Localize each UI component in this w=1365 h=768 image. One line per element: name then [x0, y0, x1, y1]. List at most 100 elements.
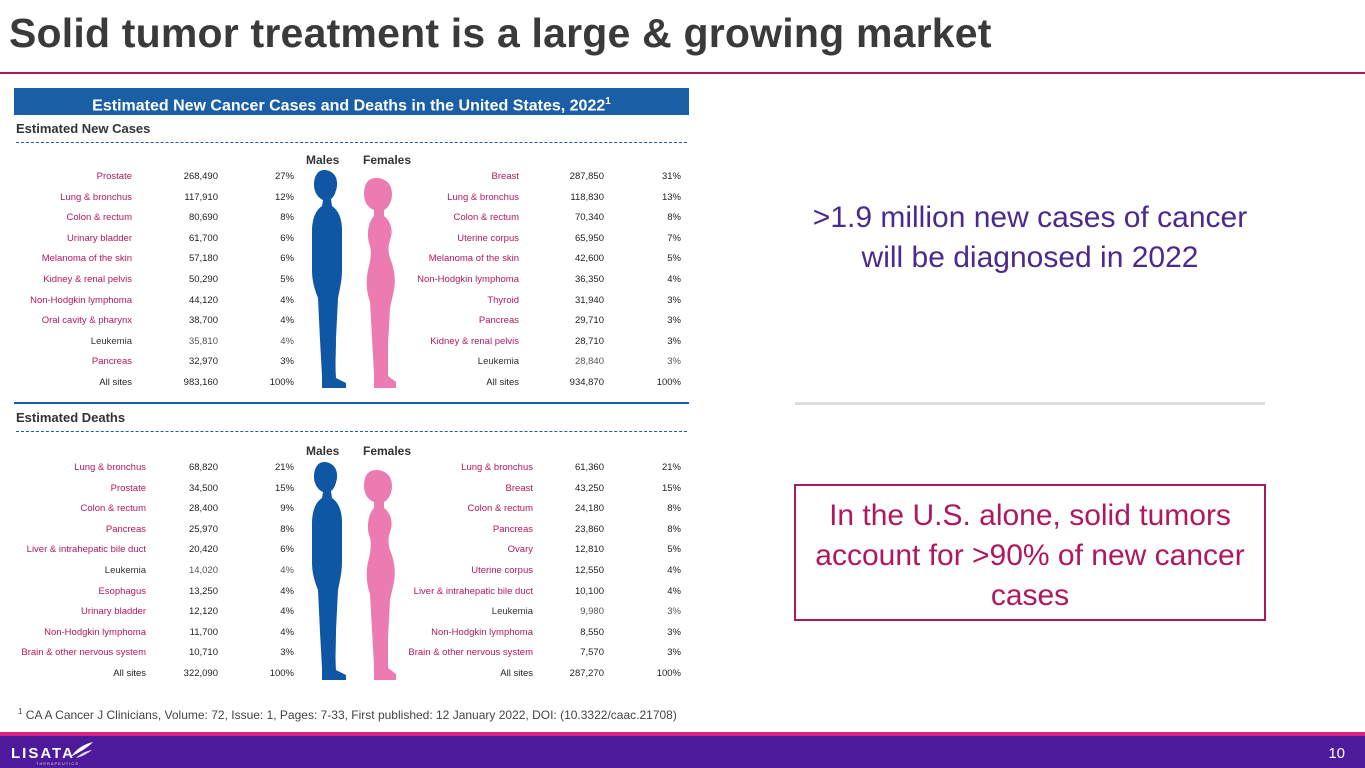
case-percent: 5%	[667, 253, 681, 265]
table-row: Leukemia 9,980 3%	[380, 606, 685, 620]
case-count: 983,160	[183, 377, 218, 388]
case-percent: 4%	[280, 294, 294, 306]
cancer-site-label: Leukemia	[90, 335, 132, 347]
table-row: Urinary bladder 12,120 4%	[0, 606, 300, 620]
table-row: Pancreas 29,710 3%	[380, 315, 685, 329]
cancer-site-label: Pancreas	[91, 356, 132, 368]
case-percent: 8%	[667, 523, 681, 535]
table-row: Brain & other nervous system 10,710 3%	[0, 647, 300, 661]
case-count: 29,710	[574, 315, 604, 327]
cancer-site-label: Breast	[491, 171, 519, 182]
table-row: Brain & other nervous system 7,570 3%	[380, 647, 685, 661]
case-count: 934,870	[569, 377, 604, 388]
case-count: 12,120	[188, 606, 218, 618]
footer-bar: LISATA THERAPEUTICS 10	[0, 732, 1365, 768]
cancer-site-label: Prostate	[96, 171, 132, 182]
case-percent: 8%	[280, 523, 294, 535]
case-count: 118,830	[570, 191, 604, 203]
solid-tumor-callout-box: In the U.S. alone, solid tumors account …	[794, 484, 1266, 621]
cancer-site-label: Brain & other nervous system	[21, 647, 146, 659]
case-count: 28,840	[574, 356, 604, 368]
cancer-site-label: Thyroid	[487, 294, 519, 306]
case-percent: 7%	[667, 232, 681, 244]
table-row: Non-Hodgkin lymphoma 8,550 3%	[380, 627, 685, 641]
cancer-site-label: Lung & bronchus	[60, 191, 132, 203]
female-figure-icon	[364, 470, 396, 680]
cancer-site-label: All sites	[500, 668, 533, 679]
table-banner: Estimated New Cancer Cases and Deaths in…	[14, 88, 689, 115]
new-cases-females-label: Females	[363, 153, 412, 167]
table-row: Colon & rectum 28,400 9%	[0, 503, 300, 517]
table-row: Leukemia 35,810 4%	[0, 336, 300, 350]
case-percent: 5%	[667, 544, 681, 556]
case-count: 65,950	[574, 232, 604, 244]
cancer-site-label: Liver & intrahepatic bile duct	[413, 585, 533, 597]
female-figure-icon	[364, 178, 396, 388]
cancer-site-label: Melanoma of the skin	[41, 253, 132, 265]
case-percent: 15%	[661, 482, 681, 494]
table-row: Non-Hodgkin lymphoma 36,350 4%	[380, 274, 685, 288]
case-count: 117,910	[184, 191, 218, 203]
table-row: Lung & bronchus 117,910 12%	[0, 192, 300, 206]
case-count: 36,350	[574, 274, 604, 285]
case-percent: 8%	[280, 212, 294, 224]
table-row: Pancreas 25,970 8%	[0, 524, 300, 538]
case-count: 50,290	[188, 274, 218, 285]
table-row: Uterine corpus 65,950 7%	[380, 233, 685, 247]
cancer-site-label: Lung & bronchus	[74, 462, 146, 473]
case-count: 14,020	[188, 565, 218, 576]
cancer-site-label: Oral cavity & pharynx	[41, 315, 132, 327]
cancer-site-label: Leukemia	[491, 606, 533, 618]
female-silhouette	[364, 178, 396, 388]
table-row: Ovary 12,810 5%	[380, 544, 685, 558]
table-row: Prostate 268,490 27%	[0, 171, 300, 185]
case-count: 68,820	[188, 462, 218, 473]
case-count: 28,710	[574, 335, 604, 347]
cancer-site-label: Colon & rectum	[453, 212, 519, 224]
table-row: Kidney & renal pelvis 50,290 5%	[0, 274, 300, 288]
case-count: 35,810	[188, 335, 218, 347]
cancer-site-label: Leukemia	[477, 356, 519, 368]
case-count: 24,180	[574, 503, 604, 515]
cancer-site-label: Melanoma of the skin	[428, 253, 519, 265]
case-percent: 100%	[656, 377, 681, 388]
case-percent: 4%	[280, 565, 294, 576]
case-percent: 6%	[280, 232, 294, 244]
table-banner-footnote-ref: 1	[605, 96, 611, 107]
table-banner-title: Estimated New Cancer Cases and Deaths in…	[92, 97, 606, 115]
case-percent: 3%	[280, 356, 294, 368]
section-divider	[14, 402, 689, 404]
deaths-females-label: Females	[363, 444, 412, 458]
cancer-site-label: Uterine corpus	[471, 565, 533, 576]
title-divider	[0, 72, 1365, 74]
solid-tumor-callout-text: In the U.S. alone, solid tumors account …	[815, 499, 1245, 612]
new-cases-divider	[16, 142, 687, 143]
case-percent: 15%	[274, 482, 294, 494]
table-row: Lung & bronchus 68,820 21%	[0, 462, 300, 476]
table-row: Pancreas 32,970 3%	[0, 356, 300, 370]
cancer-site-label: Leukemia	[104, 565, 146, 576]
cancer-site-label: Lung & bronchus	[461, 462, 533, 473]
case-count: 9,980	[580, 606, 604, 618]
case-percent: 100%	[656, 668, 681, 679]
case-count: 322,090	[183, 668, 218, 679]
cancer-site-label: Urinary bladder	[67, 232, 132, 244]
table-row: Prostate 34,500 15%	[0, 483, 300, 497]
case-percent: 27%	[274, 171, 294, 182]
case-count: 57,180	[188, 253, 218, 265]
cancer-site-label: Esophagus	[98, 585, 146, 597]
footnote-ref: 1	[18, 707, 23, 716]
cancer-site-label: Kidney & renal pelvis	[43, 274, 132, 285]
company-logo: LISATA	[11, 745, 75, 762]
table-row: Kidney & renal pelvis 28,710 3%	[380, 336, 685, 350]
case-percent: 4%	[280, 335, 294, 347]
new-cases-males-label: Males	[306, 153, 340, 167]
table-total-row: All sites 322,090 100%	[0, 668, 300, 682]
table-row: Lung & bronchus 61,360 21%	[380, 462, 685, 476]
table-row: Urinary bladder 61,700 6%	[0, 233, 300, 247]
case-percent: 4%	[280, 585, 294, 597]
case-percent: 4%	[667, 585, 681, 597]
case-count: 28,400	[188, 503, 218, 515]
case-count: 44,120	[188, 294, 218, 306]
page-number: 10	[1328, 745, 1345, 762]
